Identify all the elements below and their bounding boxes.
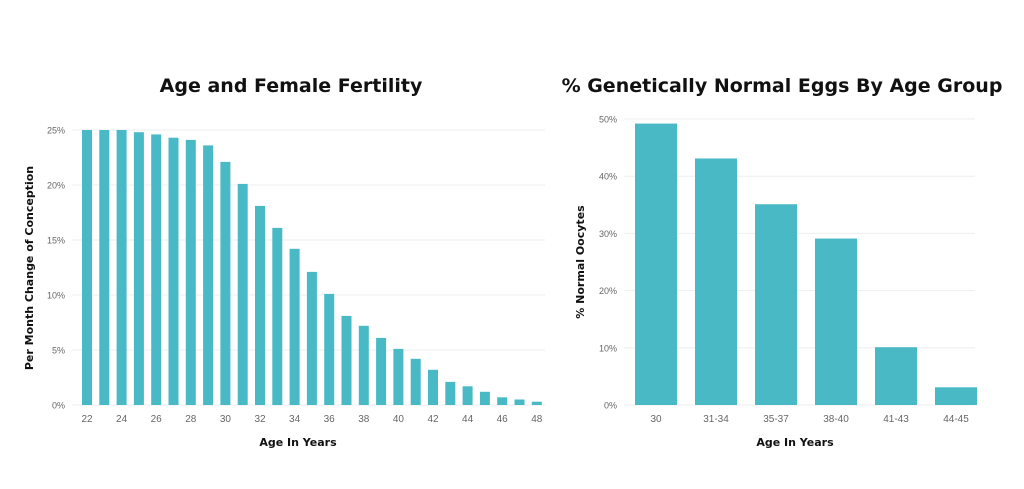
chart1-x-tick-label: 34 <box>289 414 301 425</box>
chart2-bars <box>635 123 977 406</box>
chart1-y-ticks: 0% 5% 10% 15% 20% 25% <box>47 126 65 411</box>
chart1-x-tick-label: 40 <box>393 414 405 425</box>
chart1-bar <box>306 271 317 405</box>
chart1-bar <box>220 161 231 405</box>
chart1-y-tick-label: 10% <box>47 291 65 301</box>
chart1-x-tick-label: 38 <box>358 414 370 425</box>
chart1-bar <box>497 397 508 405</box>
chart2-bar <box>695 158 737 405</box>
chart1-bar <box>151 134 162 405</box>
chart1-bars <box>82 130 542 405</box>
chart2-bar <box>635 123 677 406</box>
chart1-x-tick-label: 48 <box>531 414 543 425</box>
chart1-y-tick-label: 15% <box>47 236 65 246</box>
chart2-y-ticks: 0% 10% 20% 30% 40% 50% <box>599 115 617 411</box>
chart1-x-tick-label: 22 <box>81 414 93 425</box>
chart1-bar <box>82 130 92 405</box>
chart1-y-tick-label: 20% <box>47 181 65 191</box>
chart1-x-tick-label: 30 <box>220 414 232 425</box>
chart1-x-tick-label: 44 <box>462 414 474 425</box>
chart2-x-tick-label: 44-45 <box>943 414 969 425</box>
chart1-bar <box>445 381 456 405</box>
chart2-x-tick-label: 31-34 <box>703 414 729 425</box>
chart2-y-tick-label: 50% <box>599 115 617 125</box>
chart1-x-axis-title: Age In Years <box>259 436 337 449</box>
chart1-x-tick-label: 42 <box>427 414 439 425</box>
chart1-bar <box>289 248 300 405</box>
chart2-y-tick-label: 10% <box>599 343 617 353</box>
chart2-x-tick-label: 30 <box>650 414 662 425</box>
chart1-bar <box>531 401 542 405</box>
chart1-bar <box>324 293 335 405</box>
chart2-x-tick-label: 35-37 <box>763 414 789 425</box>
chart2-y-tick-label: 30% <box>599 229 617 239</box>
chart2-bar <box>755 204 797 405</box>
chart1-bar <box>341 315 352 405</box>
chart1-bar <box>462 386 473 405</box>
chart2-bar <box>815 238 857 405</box>
chart1-x-ticks: 22 24 26 28 30 32 34 36 38 40 42 44 46 48 <box>81 414 542 425</box>
chart1-y-tick-label: 0% <box>52 401 65 411</box>
chart2-bar <box>935 387 977 405</box>
chart1-bar <box>255 205 265 405</box>
chart2-title: % Genetically Normal Eggs By Age Group <box>562 75 1003 97</box>
chart1-bar <box>116 130 127 405</box>
chart1-x-tick-label: 24 <box>116 414 128 425</box>
chart1-bar <box>185 139 196 405</box>
chart1-x-tick-label: 28 <box>185 414 197 425</box>
chart2-y-tick-label: 0% <box>604 401 617 411</box>
chart1-y-tick-label: 5% <box>52 346 65 356</box>
chart2-x-tick-label: 41-43 <box>883 414 909 425</box>
chart1-bar <box>376 337 387 405</box>
chart1-bar <box>168 137 179 405</box>
chart1-bar <box>428 369 438 405</box>
chart1-title: Age and Female Fertility <box>160 75 423 97</box>
chart2-y-axis-title: % Normal Oocytes <box>574 205 587 319</box>
chart1-bar <box>99 130 110 405</box>
chart1-x-tick-label: 32 <box>254 414 266 425</box>
chart1-bar <box>479 391 490 405</box>
chart1-bar <box>410 358 421 405</box>
chart1-y-axis-title: Per Month Change of Conception <box>23 166 36 370</box>
chart1-bar <box>272 227 283 405</box>
chart1-x-tick-label: 46 <box>497 414 509 425</box>
chart2-y-tick-label: 40% <box>599 172 617 182</box>
chart1-bar <box>393 348 404 405</box>
chart1-bar <box>133 132 144 405</box>
chart1-bar <box>203 145 214 405</box>
chart2-bar <box>875 347 917 405</box>
chart1-x-tick-label: 36 <box>324 414 336 425</box>
chart1-y-tick-label: 25% <box>47 126 65 136</box>
chart1-bar <box>358 325 369 405</box>
chart2-y-tick-label: 20% <box>599 286 617 296</box>
chart2-x-tick-label: 38-40 <box>823 414 849 425</box>
chart2-gridlines <box>624 118 975 406</box>
chart1-x-tick-label: 26 <box>151 414 163 425</box>
chart1-bar <box>237 183 248 405</box>
chart2-x-axis-title: Age In Years <box>756 436 834 449</box>
chart2-x-ticks: 30 31-34 35-37 38-40 41-43 44-45 <box>650 414 969 425</box>
chart1-bar <box>514 399 525 405</box>
